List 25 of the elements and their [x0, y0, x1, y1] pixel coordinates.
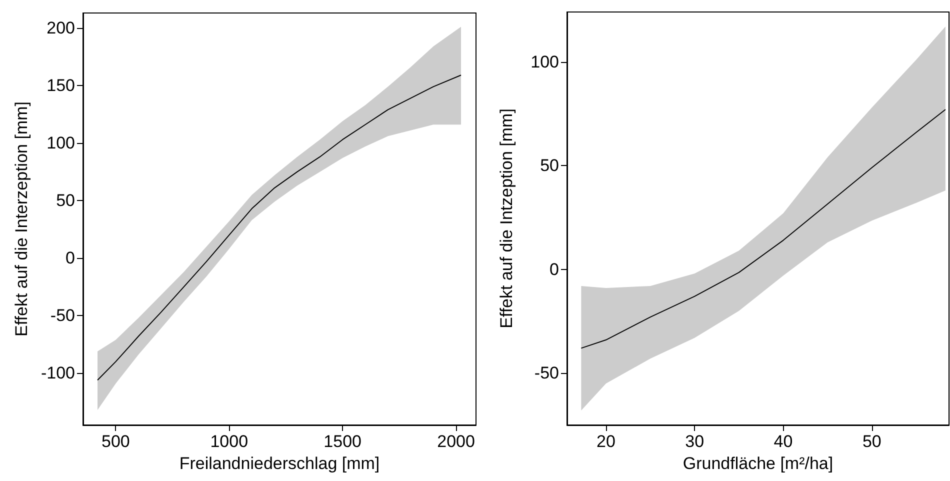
y-tick-label: -50: [50, 306, 75, 326]
y-tick-label: 100: [530, 52, 559, 72]
x-tick-label: 2000: [437, 432, 475, 451]
x-tick-label: 30: [685, 432, 704, 451]
y-tick-label: 0: [66, 248, 75, 268]
x-tick-label: 40: [774, 432, 793, 451]
x-axis-title: Freilandniederschlag [mm]: [179, 454, 380, 473]
y-tick-label: -100: [40, 364, 75, 383]
y-tick-label: 50: [56, 191, 75, 210]
x-tick-label: 50: [862, 432, 882, 451]
x-axis-title: Grundfläche [m²/ha]: [682, 454, 834, 473]
y-tick-label: 200: [46, 18, 75, 38]
y-axis-title: Effekt auf die Interzeption [mm]: [12, 102, 32, 336]
x-tick-label: 500: [101, 432, 130, 451]
y-tick-label: -50: [534, 364, 559, 383]
line-series: [97, 74, 462, 381]
y-tick-label: 100: [46, 134, 75, 153]
y-axis-title: Effekt auf die Intzeption [mm]: [497, 108, 516, 328]
line-series: [580, 109, 946, 349]
y-tick-label: 50: [540, 156, 559, 176]
y-tick-label: 150: [46, 76, 75, 96]
x-tick-label: 1000: [210, 432, 248, 451]
y-tick-label: 0: [550, 260, 559, 279]
x-tick-label: 1500: [324, 432, 362, 451]
x-tick-label: 20: [596, 432, 616, 451]
